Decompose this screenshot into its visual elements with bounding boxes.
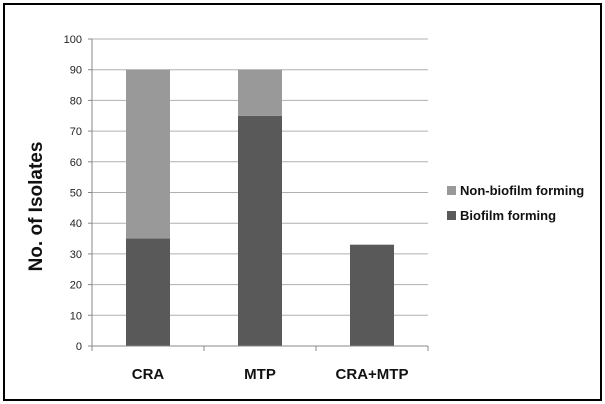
y-tick-label: 30	[70, 249, 82, 261]
legend-swatch	[447, 186, 456, 195]
legend-label: Biofilm forming	[460, 208, 556, 223]
y-tick-label: 90	[70, 65, 82, 77]
bar-biofilm-forming-cra-mtp	[350, 244, 394, 346]
x-category-label: CRA	[132, 366, 165, 383]
bar-biofilm-forming-cra	[126, 238, 170, 346]
y-tick-label: 40	[70, 218, 82, 230]
x-category-label: CRA+MTP	[336, 366, 409, 383]
chart-border	[3, 3, 602, 401]
y-tick-label: 100	[64, 34, 82, 46]
y-tick-label: 0	[76, 341, 82, 353]
legend: Non-biofilm forming Biofilm forming	[447, 183, 584, 223]
y-tick-label: 10	[70, 310, 82, 322]
legend-swatch	[447, 211, 456, 220]
bar-biofilm-forming-mtp	[238, 115, 282, 346]
x-category-label: MTP	[244, 366, 276, 383]
labels: 0 10 20 30 40 50 60 70 80 90 100 CRA MTP CRA+MTP No. o…	[26, 34, 408, 383]
bar-non-biofilm-forming-mtp	[238, 69, 282, 116]
y-tick-label: 70	[70, 126, 82, 138]
y-tick-label: 50	[70, 188, 82, 200]
y-tick-label: 80	[70, 95, 82, 107]
axes	[88, 38, 429, 351]
y-axis-title: No. of Isolates	[26, 142, 47, 272]
bar-non-biofilm-forming-cra	[126, 69, 170, 239]
legend-label: Non-biofilm forming	[460, 183, 584, 198]
y-tick-label: 60	[70, 157, 82, 169]
bars	[126, 69, 394, 346]
y-tick-label: 20	[70, 280, 82, 292]
